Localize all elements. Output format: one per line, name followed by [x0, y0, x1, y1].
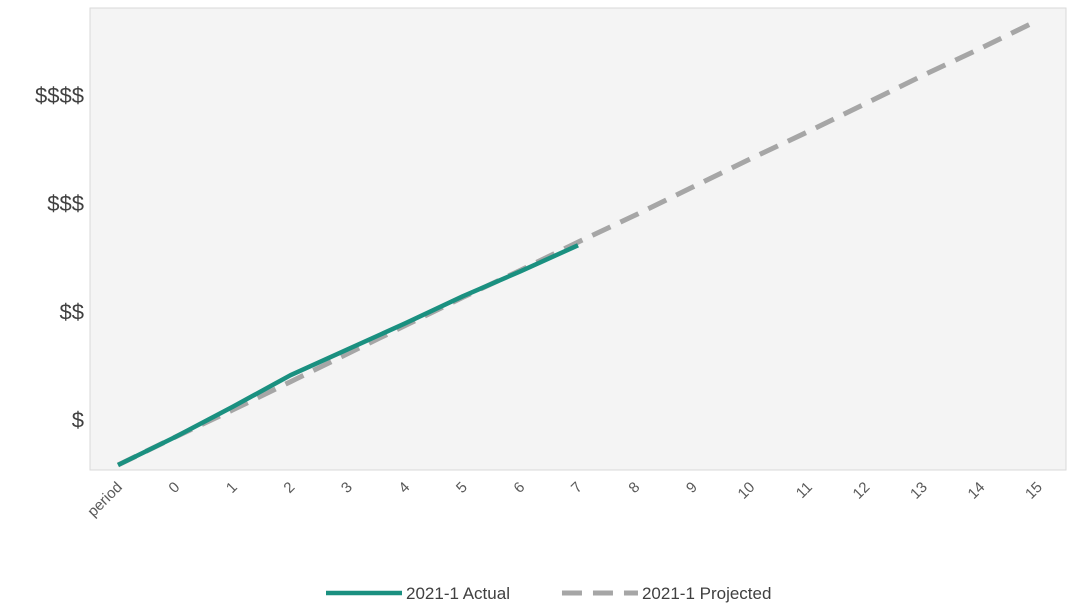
- x-tick-label: 10: [735, 479, 759, 503]
- x-tick-label: 7: [568, 479, 586, 497]
- x-tick-label: 8: [625, 479, 643, 497]
- x-tick-label: 4: [395, 479, 413, 497]
- x-tick-label: 14: [965, 479, 989, 503]
- plot-area: [89, 7, 1067, 471]
- y-tick-label: $$$$: [35, 83, 84, 108]
- actual-series-line: [117, 243, 579, 468]
- x-tick-label: 1: [223, 479, 241, 497]
- x-tick-label: 15: [1022, 479, 1046, 503]
- x-tick-label: 9: [683, 479, 701, 497]
- x-tick-label: 3: [338, 479, 356, 497]
- x-tick-label: 5: [453, 479, 471, 497]
- x-tick-label: period: [84, 479, 126, 521]
- x-tick-label: 2: [280, 479, 298, 497]
- x-tick-label: 13: [907, 479, 931, 503]
- y-tick-label: $$: [60, 299, 84, 324]
- y-tick-label: $: [72, 408, 84, 433]
- x-tick-label: 0: [165, 479, 183, 497]
- legend-projected-label: 2021-1 Projected: [642, 584, 771, 603]
- x-tick-label: 6: [510, 479, 528, 497]
- x-axis: period 0 1 2 3 4 5 6 7 8 9 10 11 12 13 14 15: [84, 479, 1046, 521]
- legend: 2021-1 Actual 2021-1 Projected: [326, 584, 771, 603]
- y-tick-label: $$$: [47, 191, 84, 216]
- x-tick-label: 11: [793, 479, 816, 502]
- x-tick-label: 12: [850, 479, 874, 503]
- projected-series-line: [116, 18, 1040, 468]
- y-axis: $$$$$$$$$$: [35, 83, 84, 433]
- legend-actual-label: 2021-1 Actual: [406, 584, 510, 603]
- series-layer: [116, 18, 1040, 468]
